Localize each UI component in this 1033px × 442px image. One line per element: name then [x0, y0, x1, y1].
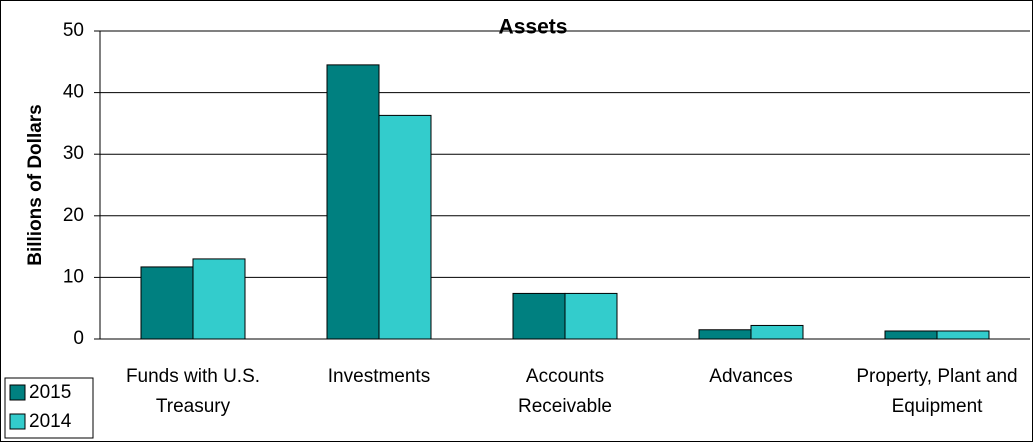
bar — [326, 64, 380, 340]
x-tick-label: Advances — [709, 366, 793, 387]
legend-swatch — [9, 413, 26, 430]
y-tick-label: 20 — [63, 205, 84, 226]
bar — [884, 330, 938, 340]
bar — [936, 330, 990, 340]
y-axis-label: Billions of Dollars — [25, 104, 46, 266]
y-tick-label: 40 — [63, 82, 84, 103]
y-tick-label: 0 — [73, 328, 84, 349]
bar — [192, 258, 246, 340]
x-tick-label: Investments — [327, 366, 431, 387]
y-tick-label: 50 — [63, 20, 84, 41]
legend-label: 2014 — [29, 411, 72, 432]
bar — [140, 266, 194, 340]
x-tick-label: Funds with U.S. Treasury — [125, 366, 261, 417]
bar — [512, 292, 566, 340]
legend-swatch — [9, 384, 26, 401]
bar — [698, 329, 752, 340]
x-tick-label: Accounts Receivable — [518, 366, 612, 417]
y-tick-label: 30 — [63, 143, 84, 164]
y-tick-label: 10 — [63, 266, 84, 287]
bar — [378, 114, 432, 340]
bar — [750, 324, 804, 340]
bar — [564, 292, 618, 340]
chart-title: Assets — [499, 16, 568, 39]
legend-label: 2015 — [29, 382, 71, 403]
x-tick-label: Property, Plant and Equipment — [856, 366, 1018, 417]
